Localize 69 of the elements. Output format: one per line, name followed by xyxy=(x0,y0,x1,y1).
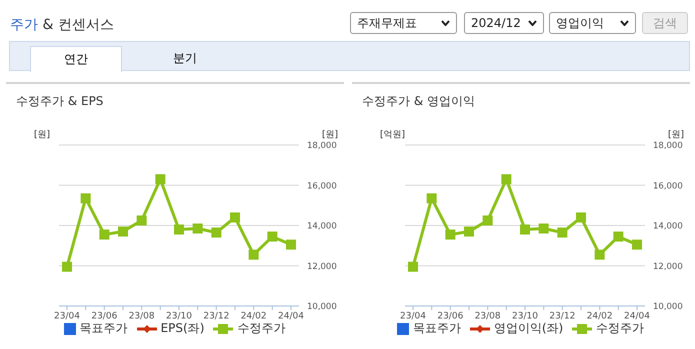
x-tick-label: 23/04 xyxy=(54,311,80,322)
text: 검색 xyxy=(642,12,688,34)
y2-tick-label: 16,000 xyxy=(307,181,337,192)
point xyxy=(501,174,512,184)
point xyxy=(267,232,278,242)
y-axis-title: [억원] xyxy=(380,129,406,141)
y2-tick-label: 16,000 xyxy=(653,181,683,192)
legend-label: EPS(좌) xyxy=(160,320,204,337)
point xyxy=(286,240,296,250)
point xyxy=(99,230,110,240)
point xyxy=(136,215,147,226)
chart-title: 수정주가 & EPS xyxy=(16,93,104,110)
y2-tick-label: 10,000 xyxy=(307,302,337,312)
y2-tick-label: 14,000 xyxy=(307,222,337,232)
y-axis-title: [원] xyxy=(34,129,50,141)
x-tick-label: 23/08 xyxy=(128,311,155,322)
text: 연간 xyxy=(30,46,122,72)
x-tick-label: 23/12 xyxy=(549,311,576,322)
legend-label: 목표주가 xyxy=(412,320,461,337)
point xyxy=(520,224,530,235)
point xyxy=(80,193,91,204)
point xyxy=(230,212,240,222)
x-tick-label: 24/04 xyxy=(278,311,304,322)
point xyxy=(482,215,493,226)
point xyxy=(576,212,586,222)
y2-tick-label: 12,000 xyxy=(307,262,337,272)
point xyxy=(174,224,184,235)
y2-tick-label: 10,000 xyxy=(653,302,683,312)
point xyxy=(445,230,456,240)
text: 2024/12 xyxy=(464,12,544,34)
point xyxy=(632,240,642,250)
text: 분기 xyxy=(172,50,198,67)
y2-tick-label: 18,000 xyxy=(653,141,683,152)
point xyxy=(557,228,568,238)
x-tick-label: 23/12 xyxy=(203,311,230,322)
y2-axis-title: [원] xyxy=(668,129,684,141)
y2-axis-title: [원] xyxy=(322,129,338,141)
x-tick-label: 24/04 xyxy=(624,311,650,322)
x-tick-label: 23/08 xyxy=(474,311,501,322)
point xyxy=(613,232,624,242)
chart-title: 수정주가 & 영업이익 xyxy=(362,93,475,110)
point xyxy=(594,250,605,260)
x-tick-label: 23/10 xyxy=(166,311,192,322)
legend-label: 수정주가 xyxy=(595,320,644,337)
point xyxy=(118,226,128,237)
text: 영업이익 xyxy=(549,12,636,34)
x-tick-label: 24/02 xyxy=(240,311,267,322)
y2-tick-label: 14,000 xyxy=(653,222,683,232)
x-tick-label: 23/10 xyxy=(512,311,538,322)
x-tick-label: 23/06 xyxy=(91,311,118,322)
point xyxy=(464,226,474,237)
point xyxy=(248,250,259,260)
legend-label: 영업이익(좌) xyxy=(492,320,564,337)
x-tick-label: 23/04 xyxy=(400,311,426,322)
x-tick-label: 23/06 xyxy=(437,311,464,322)
text: 주재무제표 xyxy=(350,12,457,34)
point xyxy=(62,262,72,272)
text: 주가 & 컨센서스 xyxy=(10,16,114,34)
legend-label: 수정주가 xyxy=(236,320,286,337)
point xyxy=(192,224,203,234)
point xyxy=(155,174,166,184)
point xyxy=(211,228,222,238)
point xyxy=(538,224,549,234)
x-tick-label: 24/02 xyxy=(586,311,613,322)
point xyxy=(426,193,437,204)
legend-label: 목표주가 xyxy=(78,320,128,337)
y2-tick-label: 18,000 xyxy=(307,141,337,152)
y2-tick-label: 12,000 xyxy=(653,262,683,272)
point xyxy=(408,262,418,272)
